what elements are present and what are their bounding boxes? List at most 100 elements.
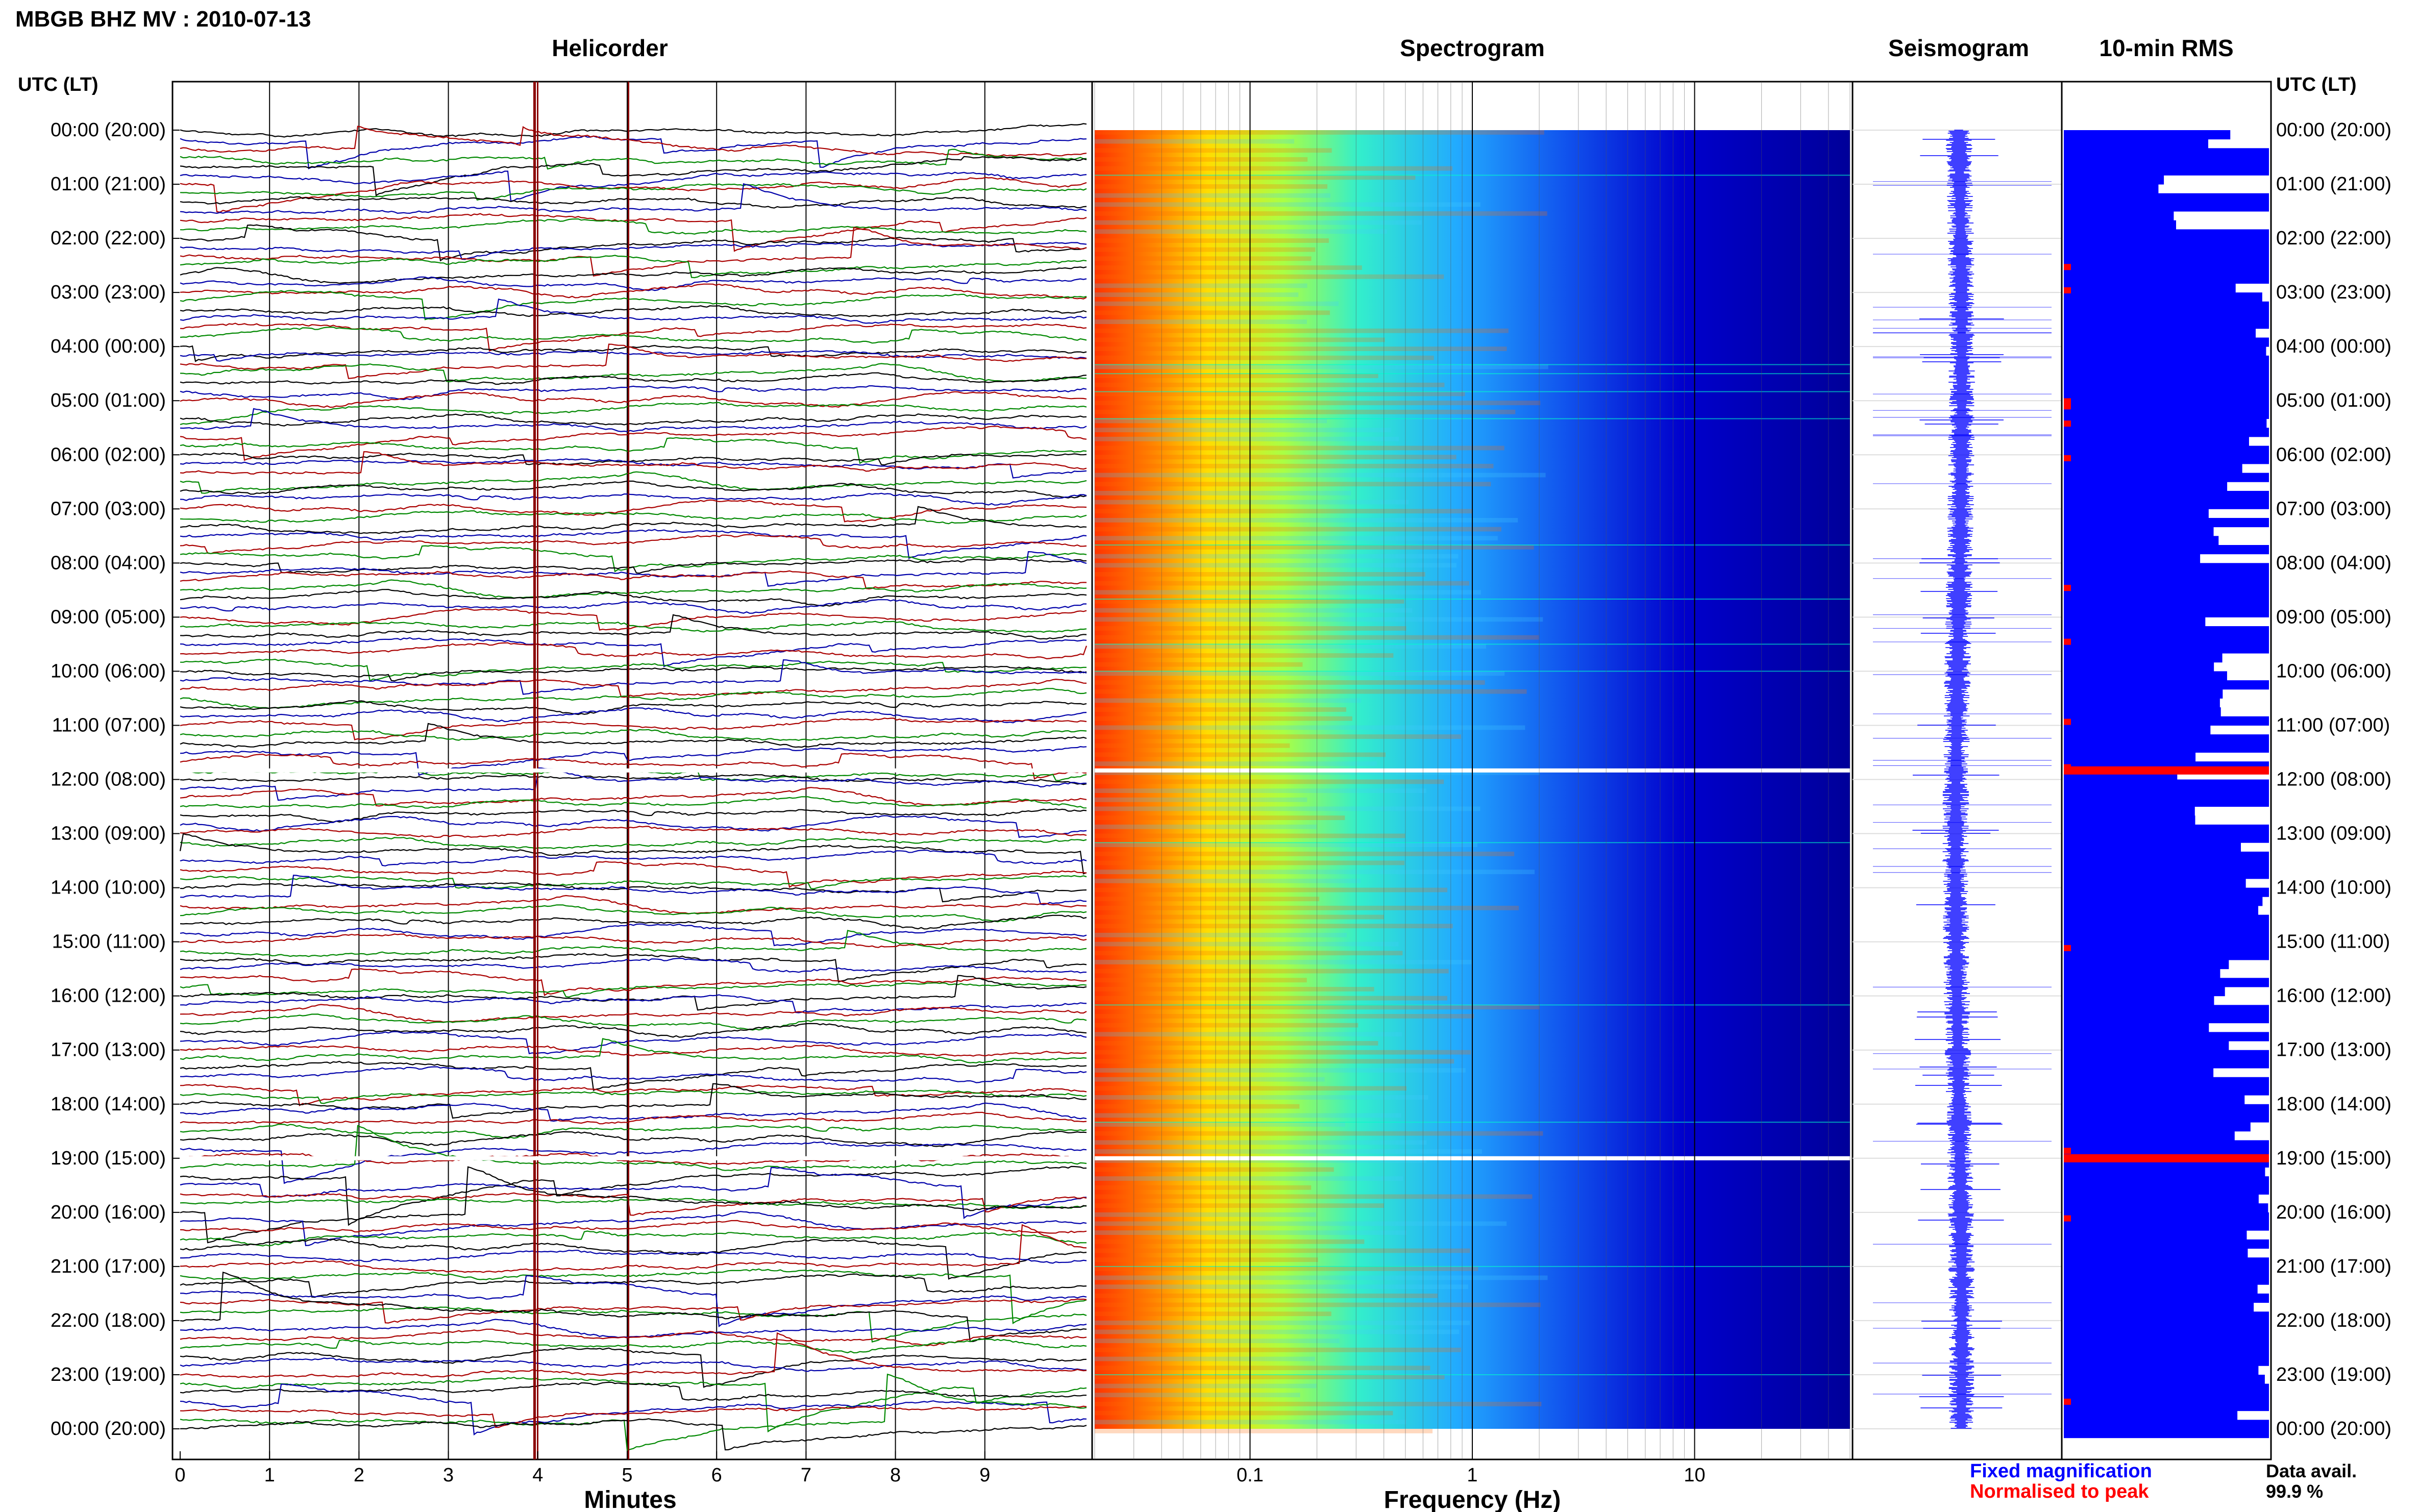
rms-bar [2064,1329,2269,1339]
helicorder-trace [180,156,1087,196]
helicorder-trace [180,1013,1087,1031]
spectrogram-row-texture [1095,1429,1433,1433]
helicorder-trace [180,579,1087,599]
spectrogram-row-texture [1095,148,1332,153]
helicorder-trace [180,1306,1087,1343]
helicorder-trace [180,183,1087,214]
helicorder-trace [180,1060,1087,1092]
minute-tick-label: 1 [264,1465,275,1486]
spectrogram-row-texture [1095,436,1399,441]
helicorder-trace [180,344,1087,362]
rms-bar [2064,436,2249,447]
time-axis-labels: 00:00 (20:00) 00:00 (20:00) 01:00 (21:00) 0… [51,119,2391,1440]
time-label-left: 15:00 (11:00) [52,931,166,953]
rms-bar [2064,346,2266,356]
rms-bar [2064,166,2269,176]
rms-bar [2064,951,2269,960]
helicorder-trace [180,451,1087,475]
spectrogram-row-texture [1095,310,1330,315]
helicorder-trace [180,1111,1087,1125]
helicorder-trace [180,372,1087,385]
rms-bar [2064,707,2221,717]
minute-tick-label: 9 [979,1465,990,1486]
spectrogram-row-texture [1095,563,1457,568]
rms-bar [2064,401,2269,410]
spectrogram-row-texture [1095,130,1544,135]
spectrogram-row-texture [1095,1131,1543,1136]
helicorder-trace [180,218,1087,235]
rms-bar [2064,1383,2269,1393]
helicorder-trace [180,413,1087,427]
rms-bar [2064,1113,2269,1123]
helicorder-trace [180,402,1087,425]
spectrogram-row-texture [1095,1284,1468,1290]
time-label-right: 07:00 (03:00) [2276,498,2391,519]
spectrogram-row-texture [1095,996,1447,1001]
rms-peak-flag [2064,287,2071,293]
rms-bar [2064,870,2269,879]
rms-bar [2064,319,2269,329]
frequency-tick-label: 1 [1467,1465,1477,1486]
helicorder-trace [180,391,1087,408]
spectrogram-row-texture [1095,572,1425,577]
spectrogram-row-texture [1095,716,1352,721]
rms-peak-flag [2064,403,2071,410]
spectrogram-row-texture [1095,743,1290,748]
spectrogram-row-texture [1095,428,1391,433]
frequency-tick-label: 10 [1684,1465,1705,1486]
helicorder-trace [180,350,1087,362]
rms-bar [2064,301,2269,311]
rms-bar [2064,1420,2269,1429]
time-label-right: 02:00 (22:00) [2276,228,2391,249]
rms-bar [2064,1023,2209,1032]
spectrogram-row-texture [1095,455,1457,460]
spectrogram-row-texture [1095,355,1434,360]
spectrogram-row-texture [1095,527,1501,532]
helicorder-trace [180,953,1087,983]
spectrogram-row-texture [1095,671,1505,676]
time-label-left: 01:00 (21:00) [51,173,166,195]
time-label-left: 11:00 (07:00) [52,714,166,736]
helicorder-trace [180,213,1087,252]
time-label-left: 05:00 (01:00) [51,390,166,411]
time-label-left: 10:00 (06:00) [51,660,166,682]
spectrogram-row-texture [1095,1104,1300,1109]
rms-bar [2064,941,2269,951]
helicorder-trace [180,196,1087,209]
helicorder-trace [180,1249,1087,1264]
rms-bar [2064,725,2211,735]
rms-bar [2064,463,2242,474]
rms-bar [2064,1095,2245,1105]
spectrogram-row-texture [1095,698,1361,703]
time-label-left: 18:00 (14:00) [51,1094,166,1115]
helicorder-trace [180,746,1087,776]
rms-bar [2064,482,2228,491]
rms-bar [2064,1086,2269,1096]
rms-bar [2064,554,2201,563]
time-label-left: 00:00 (20:00) [51,1418,166,1440]
time-label-right: 22:00 (18:00) [2276,1310,2391,1331]
spectrogram-row-texture [1095,897,1320,902]
legend-fixed: Fixed magnification [1970,1460,2152,1482]
rms-peak-flag [2064,945,2071,951]
rms-bar [2064,1014,2269,1024]
spectrogram-row-texture [1095,229,1387,234]
rms-bar [2064,986,2225,997]
helicorder-trace [180,1328,1087,1347]
helicorder-trace [180,1083,1087,1119]
spectrogram-row-texture [1095,599,1404,604]
rms-bar [2064,626,2269,636]
spectrogram-row-texture [1095,878,1361,883]
helicorder-trace [180,551,1087,587]
rms-bar [2064,1339,2269,1348]
spectrogram-row-texture [1095,401,1541,406]
time-label-right: 00:00 (20:00) [2276,1418,2391,1440]
helicorder-trace [180,1224,1087,1273]
rms-bar [2064,1366,2259,1375]
rms-bar [2064,824,2269,834]
rms-bar [2064,1429,2269,1439]
spectrogram-row-texture [1095,202,1480,207]
helicorder-trace [180,1166,1087,1226]
rms-bar [2064,148,2269,158]
